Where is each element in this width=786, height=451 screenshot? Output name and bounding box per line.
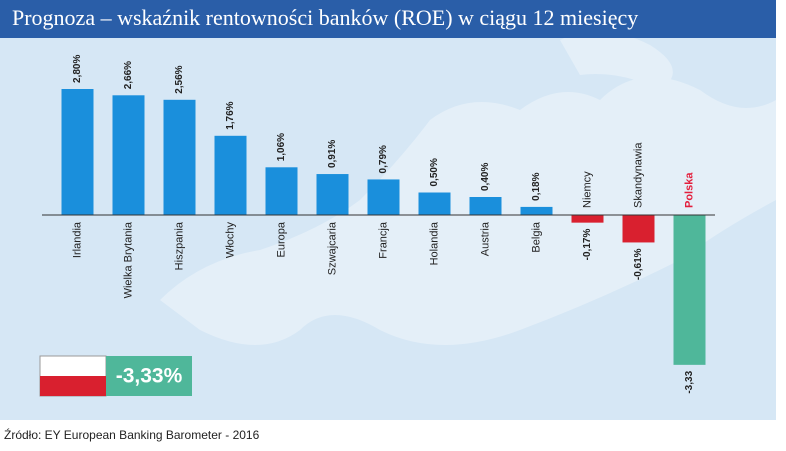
bar (265, 167, 298, 215)
value-label: 1,76% (225, 101, 236, 129)
x-tick-label: Szwajcaria (326, 221, 338, 275)
map-shape (160, 77, 776, 345)
bar (163, 99, 196, 215)
value-label: -0,61% (633, 248, 644, 280)
value-label: 0,91% (327, 140, 338, 168)
title-bar (0, 0, 776, 38)
value-label: 0,18% (531, 172, 542, 200)
x-tick-label: Skandynawia (632, 142, 644, 208)
bar (61, 89, 94, 215)
bar (622, 215, 655, 243)
source: Źródło: EY European Banking Barometer - … (4, 427, 260, 442)
x-tick-label: Polska (683, 172, 695, 208)
x-tick-label: Niemcy (581, 171, 593, 208)
value-label: 0,50% (429, 158, 440, 186)
value-label: 2,66% (123, 61, 134, 89)
value-label: -0,17% (582, 229, 593, 261)
x-tick-label: Wielka Brytania (122, 221, 134, 298)
x-tick-label: Austria (479, 221, 491, 256)
bar (112, 95, 145, 215)
map-shape (560, 31, 673, 90)
x-tick-label: Irlandia (71, 221, 83, 258)
value-label: 0,40% (480, 163, 491, 191)
value-label: 2,56% (174, 65, 185, 93)
badge (106, 356, 192, 396)
bar (469, 197, 502, 215)
x-tick-label: Europa (275, 221, 287, 257)
x-tick-label: Hiszpania (173, 221, 185, 270)
chart-title: Prognoza – wskaźnik rentowności banków (… (12, 5, 638, 30)
value-label: -3,33 (684, 370, 695, 393)
x-tick-label: Holandia (428, 221, 440, 265)
x-tick-label: Belgia (530, 221, 542, 252)
x-tick-label: Francja (377, 221, 389, 259)
bar (418, 192, 451, 215)
bar (571, 215, 604, 223)
value-label: 1,06% (276, 133, 287, 161)
bar (316, 174, 349, 215)
value-label: 0,79% (378, 145, 389, 173)
bar (214, 135, 247, 215)
bar (367, 179, 400, 215)
x-tick-label: Włochy (224, 222, 236, 259)
bar (520, 206, 553, 215)
flag (40, 376, 106, 396)
bar (673, 215, 706, 365)
value-label: 2,80% (72, 55, 83, 83)
badge-value: -3,33% (116, 365, 183, 388)
